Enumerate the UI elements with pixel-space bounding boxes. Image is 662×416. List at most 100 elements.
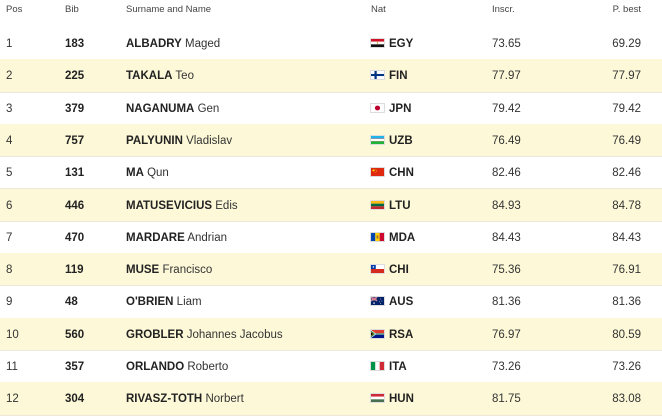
- surname: GROBLER: [126, 329, 184, 341]
- china-flag-icon: [370, 167, 385, 177]
- bib-cell: 357: [65, 360, 84, 374]
- nationality-cell: HUN: [389, 392, 414, 406]
- italy-flag-icon: [370, 361, 385, 371]
- position-cell: 10: [6, 328, 19, 342]
- inscription-mark-cell: 73.65: [492, 37, 521, 51]
- col-pos-header[interactable]: Pos: [6, 4, 22, 15]
- athlete-name-cell[interactable]: RIVASZ-TOTH Norbert: [126, 392, 244, 406]
- athlete-name-cell[interactable]: MARDARE Andrian: [126, 231, 227, 245]
- position-cell: 12: [6, 392, 19, 406]
- athlete-name-cell[interactable]: GROBLER Johannes Jacobus: [126, 328, 283, 342]
- personal-best-cell: 73.26: [612, 360, 641, 374]
- first-name: Francisco: [162, 264, 212, 276]
- first-name: Maged: [185, 38, 220, 50]
- first-name: Qun: [147, 167, 169, 179]
- personal-best-cell: 76.91: [612, 263, 641, 277]
- inscription-mark-cell: 76.97: [492, 328, 521, 342]
- personal-best-cell: 69.29: [612, 37, 641, 51]
- personal-best-cell: 84.78: [612, 199, 641, 213]
- nationality-cell: JPN: [389, 102, 411, 116]
- inscription-mark-cell: 82.46: [492, 166, 521, 180]
- japan-flag-icon: [370, 103, 385, 113]
- surname: ORLANDO: [126, 361, 184, 373]
- nationality-cell: FIN: [389, 69, 408, 83]
- bib-cell: 183: [65, 37, 84, 51]
- nationality-cell: CHI: [389, 263, 409, 277]
- nationality-cell: MDA: [389, 231, 415, 245]
- athlete-name-cell[interactable]: O'BRIEN Liam: [126, 295, 202, 309]
- inscription-mark-cell: 79.42: [492, 102, 521, 116]
- first-name: Teo: [175, 70, 194, 82]
- col-name-header[interactable]: Surname and Name: [126, 4, 211, 15]
- bib-cell: 119: [65, 263, 84, 277]
- first-name: Vladislav: [186, 135, 232, 147]
- table-row[interactable]: 8 119 MUSE Francisco CHI 75.36 76.91: [0, 253, 662, 286]
- position-cell: 4: [6, 134, 12, 148]
- table-row[interactable]: 1 183 ALBADRY Maged EGY 73.65 69.29: [0, 27, 662, 60]
- surname: RIVASZ-TOTH: [126, 393, 202, 405]
- position-cell: 1: [6, 37, 12, 51]
- athlete-name-cell[interactable]: TAKALA Teo: [126, 69, 194, 83]
- first-name: Liam: [177, 296, 202, 308]
- personal-best-cell: 83.08: [612, 392, 641, 406]
- bib-cell: 225: [65, 69, 84, 83]
- nationality-cell: LTU: [389, 199, 411, 213]
- position-cell: 7: [6, 231, 12, 245]
- finland-flag-icon: [370, 70, 385, 80]
- personal-best-cell: 77.97: [612, 69, 641, 83]
- uzbekistan-flag-icon: [370, 135, 385, 145]
- col-inscr-header[interactable]: Inscr.: [492, 4, 515, 15]
- athlete-name-cell[interactable]: PALYUNIN Vladislav: [126, 134, 232, 148]
- inscription-mark-cell: 84.93: [492, 199, 521, 213]
- inscription-mark-cell: 84.43: [492, 231, 521, 245]
- inscription-mark-cell: 73.26: [492, 360, 521, 374]
- surname: O'BRIEN: [126, 296, 173, 308]
- athlete-name-cell[interactable]: NAGANUMA Gen: [126, 102, 219, 116]
- position-cell: 6: [6, 199, 12, 213]
- surname: MATUSEVICIUS: [126, 200, 212, 212]
- nationality-cell: EGY: [389, 37, 413, 51]
- athlete-name-cell[interactable]: ORLANDO Roberto: [126, 360, 228, 374]
- personal-best-cell: 84.43: [612, 231, 641, 245]
- lithuania-flag-icon: [370, 200, 385, 210]
- chile-flag-icon: [370, 264, 385, 274]
- table-row[interactable]: 6 446 MATUSEVICIUS Edis LTU 84.93 84.78: [0, 189, 662, 222]
- surname: PALYUNIN: [126, 135, 183, 147]
- personal-best-cell: 82.46: [612, 166, 641, 180]
- south-africa-flag-icon: [370, 329, 385, 339]
- surname: TAKALA: [126, 70, 172, 82]
- personal-best-cell: 79.42: [612, 102, 641, 116]
- nationality-cell: CHN: [389, 166, 414, 180]
- position-cell: 8: [6, 263, 12, 277]
- surname: MA: [126, 167, 144, 179]
- col-bib-header[interactable]: Bib: [65, 4, 79, 15]
- first-name: Gen: [198, 103, 220, 115]
- inscription-mark-cell: 81.75: [492, 392, 521, 406]
- inscription-mark-cell: 76.49: [492, 134, 521, 148]
- bib-cell: 446: [65, 199, 84, 213]
- nationality-cell: ITA: [389, 360, 407, 374]
- inscription-mark-cell: 75.36: [492, 263, 521, 277]
- bib-cell: 304: [65, 392, 84, 406]
- col-pbest-header[interactable]: P. best: [613, 4, 641, 15]
- hungary-flag-icon: [370, 393, 385, 403]
- first-name: Andrian: [187, 232, 227, 244]
- athlete-name-cell[interactable]: MA Qun: [126, 166, 169, 180]
- surname: NAGANUMA: [126, 103, 194, 115]
- athlete-name-cell[interactable]: MATUSEVICIUS Edis: [126, 199, 238, 213]
- personal-best-cell: 80.59: [612, 328, 641, 342]
- nationality-cell: UZB: [389, 134, 413, 148]
- athlete-name-cell[interactable]: MUSE Francisco: [126, 263, 212, 277]
- table-header: Pos Bib Surname and Name Nat Inscr. P. b…: [0, 0, 662, 22]
- first-name: Roberto: [187, 361, 228, 373]
- col-nat-header[interactable]: Nat: [371, 4, 386, 15]
- athlete-name-cell[interactable]: ALBADRY Maged: [126, 37, 220, 51]
